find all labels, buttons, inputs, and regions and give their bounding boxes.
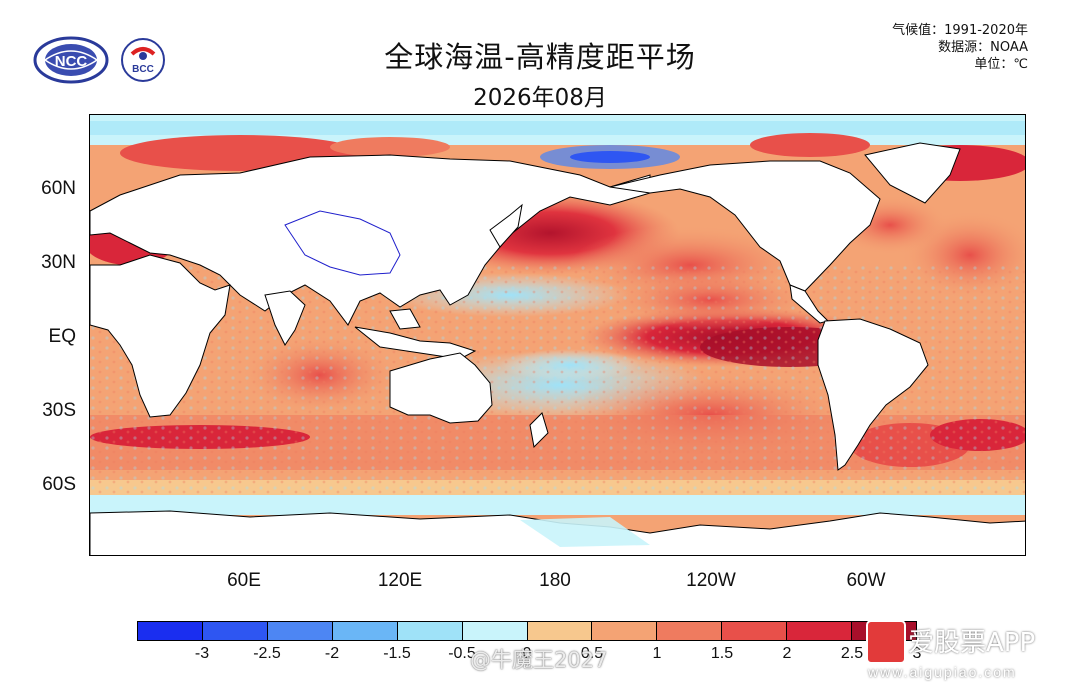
page-subtitle: 2026年08月 — [473, 85, 607, 111]
x-tick-label: 180 — [539, 570, 571, 591]
colorbar-swatch — [266, 622, 332, 640]
colorbar-swatch — [526, 622, 592, 640]
colorbar-tick-label: -0.5 — [448, 645, 476, 662]
colorbar-tick-label: -3 — [194, 645, 210, 662]
y-tick-label: 30S — [42, 400, 76, 421]
ncc-logo: NCC — [32, 36, 110, 89]
map-canvas — [90, 115, 1025, 555]
colorbar — [137, 621, 917, 641]
colorbar-swatch — [656, 622, 722, 640]
colorbar-tick-label: 1.5 — [710, 645, 734, 662]
svg-text:NCC: NCC — [55, 53, 88, 70]
y-tick-label: EQ — [48, 326, 76, 347]
bcc-logo: BCC — [118, 36, 168, 89]
colorbar-swatch — [786, 622, 852, 640]
weibo-watermark: @牛魔王2027 — [470, 648, 608, 672]
y-tick-label: 60N — [41, 178, 76, 199]
app-url: www.aigupiao.com — [868, 664, 1017, 680]
unit-text: 单位：℃ — [974, 57, 1028, 72]
colorbar-swatch — [461, 622, 527, 640]
x-tick-label: 120E — [377, 570, 423, 591]
x-tick-label: 60W — [846, 570, 886, 591]
colorbar-tick-label: 0 — [522, 645, 532, 662]
colorbar-swatch — [331, 622, 397, 640]
colorbar-tick-label: 3 — [912, 645, 922, 662]
app-logo-icon — [866, 620, 906, 664]
colorbar-swatch — [138, 622, 202, 640]
colorbar-tick-label: 2.5 — [840, 645, 864, 662]
x-tick-label: 60E — [227, 570, 261, 591]
meta-info: 气候值：1991-2020年 数据源：NOAA 单位：℃ — [892, 22, 1028, 73]
svg-text:BCC: BCC — [132, 64, 154, 75]
x-tick-label: 120W — [686, 570, 736, 591]
colorbar-swatch — [201, 622, 267, 640]
colorbar-tick-label: 0.5 — [580, 645, 604, 662]
colorbar-swatch — [396, 622, 462, 640]
sst-anomaly-map — [89, 114, 1026, 556]
colorbar-tick-label: 2 — [782, 645, 792, 662]
source-text: 数据源：NOAA — [938, 40, 1028, 55]
y-tick-label: 60S — [42, 474, 76, 495]
colorbar-swatch — [591, 622, 657, 640]
colorbar-tick-label: -1.5 — [383, 645, 411, 662]
colorbar-tick-label: -2 — [324, 645, 340, 662]
y-tick-label: 30N — [41, 252, 76, 273]
colorbar-tick-label: -2.5 — [253, 645, 281, 662]
colorbar-tick-label: 1 — [652, 645, 662, 662]
climatology-text: 气候值：1991-2020年 — [892, 23, 1028, 38]
page-title: 全球海温-高精度距平场 — [384, 40, 696, 74]
app-brand-name: 爱股票APP — [908, 628, 1036, 658]
colorbar-swatch — [721, 622, 787, 640]
